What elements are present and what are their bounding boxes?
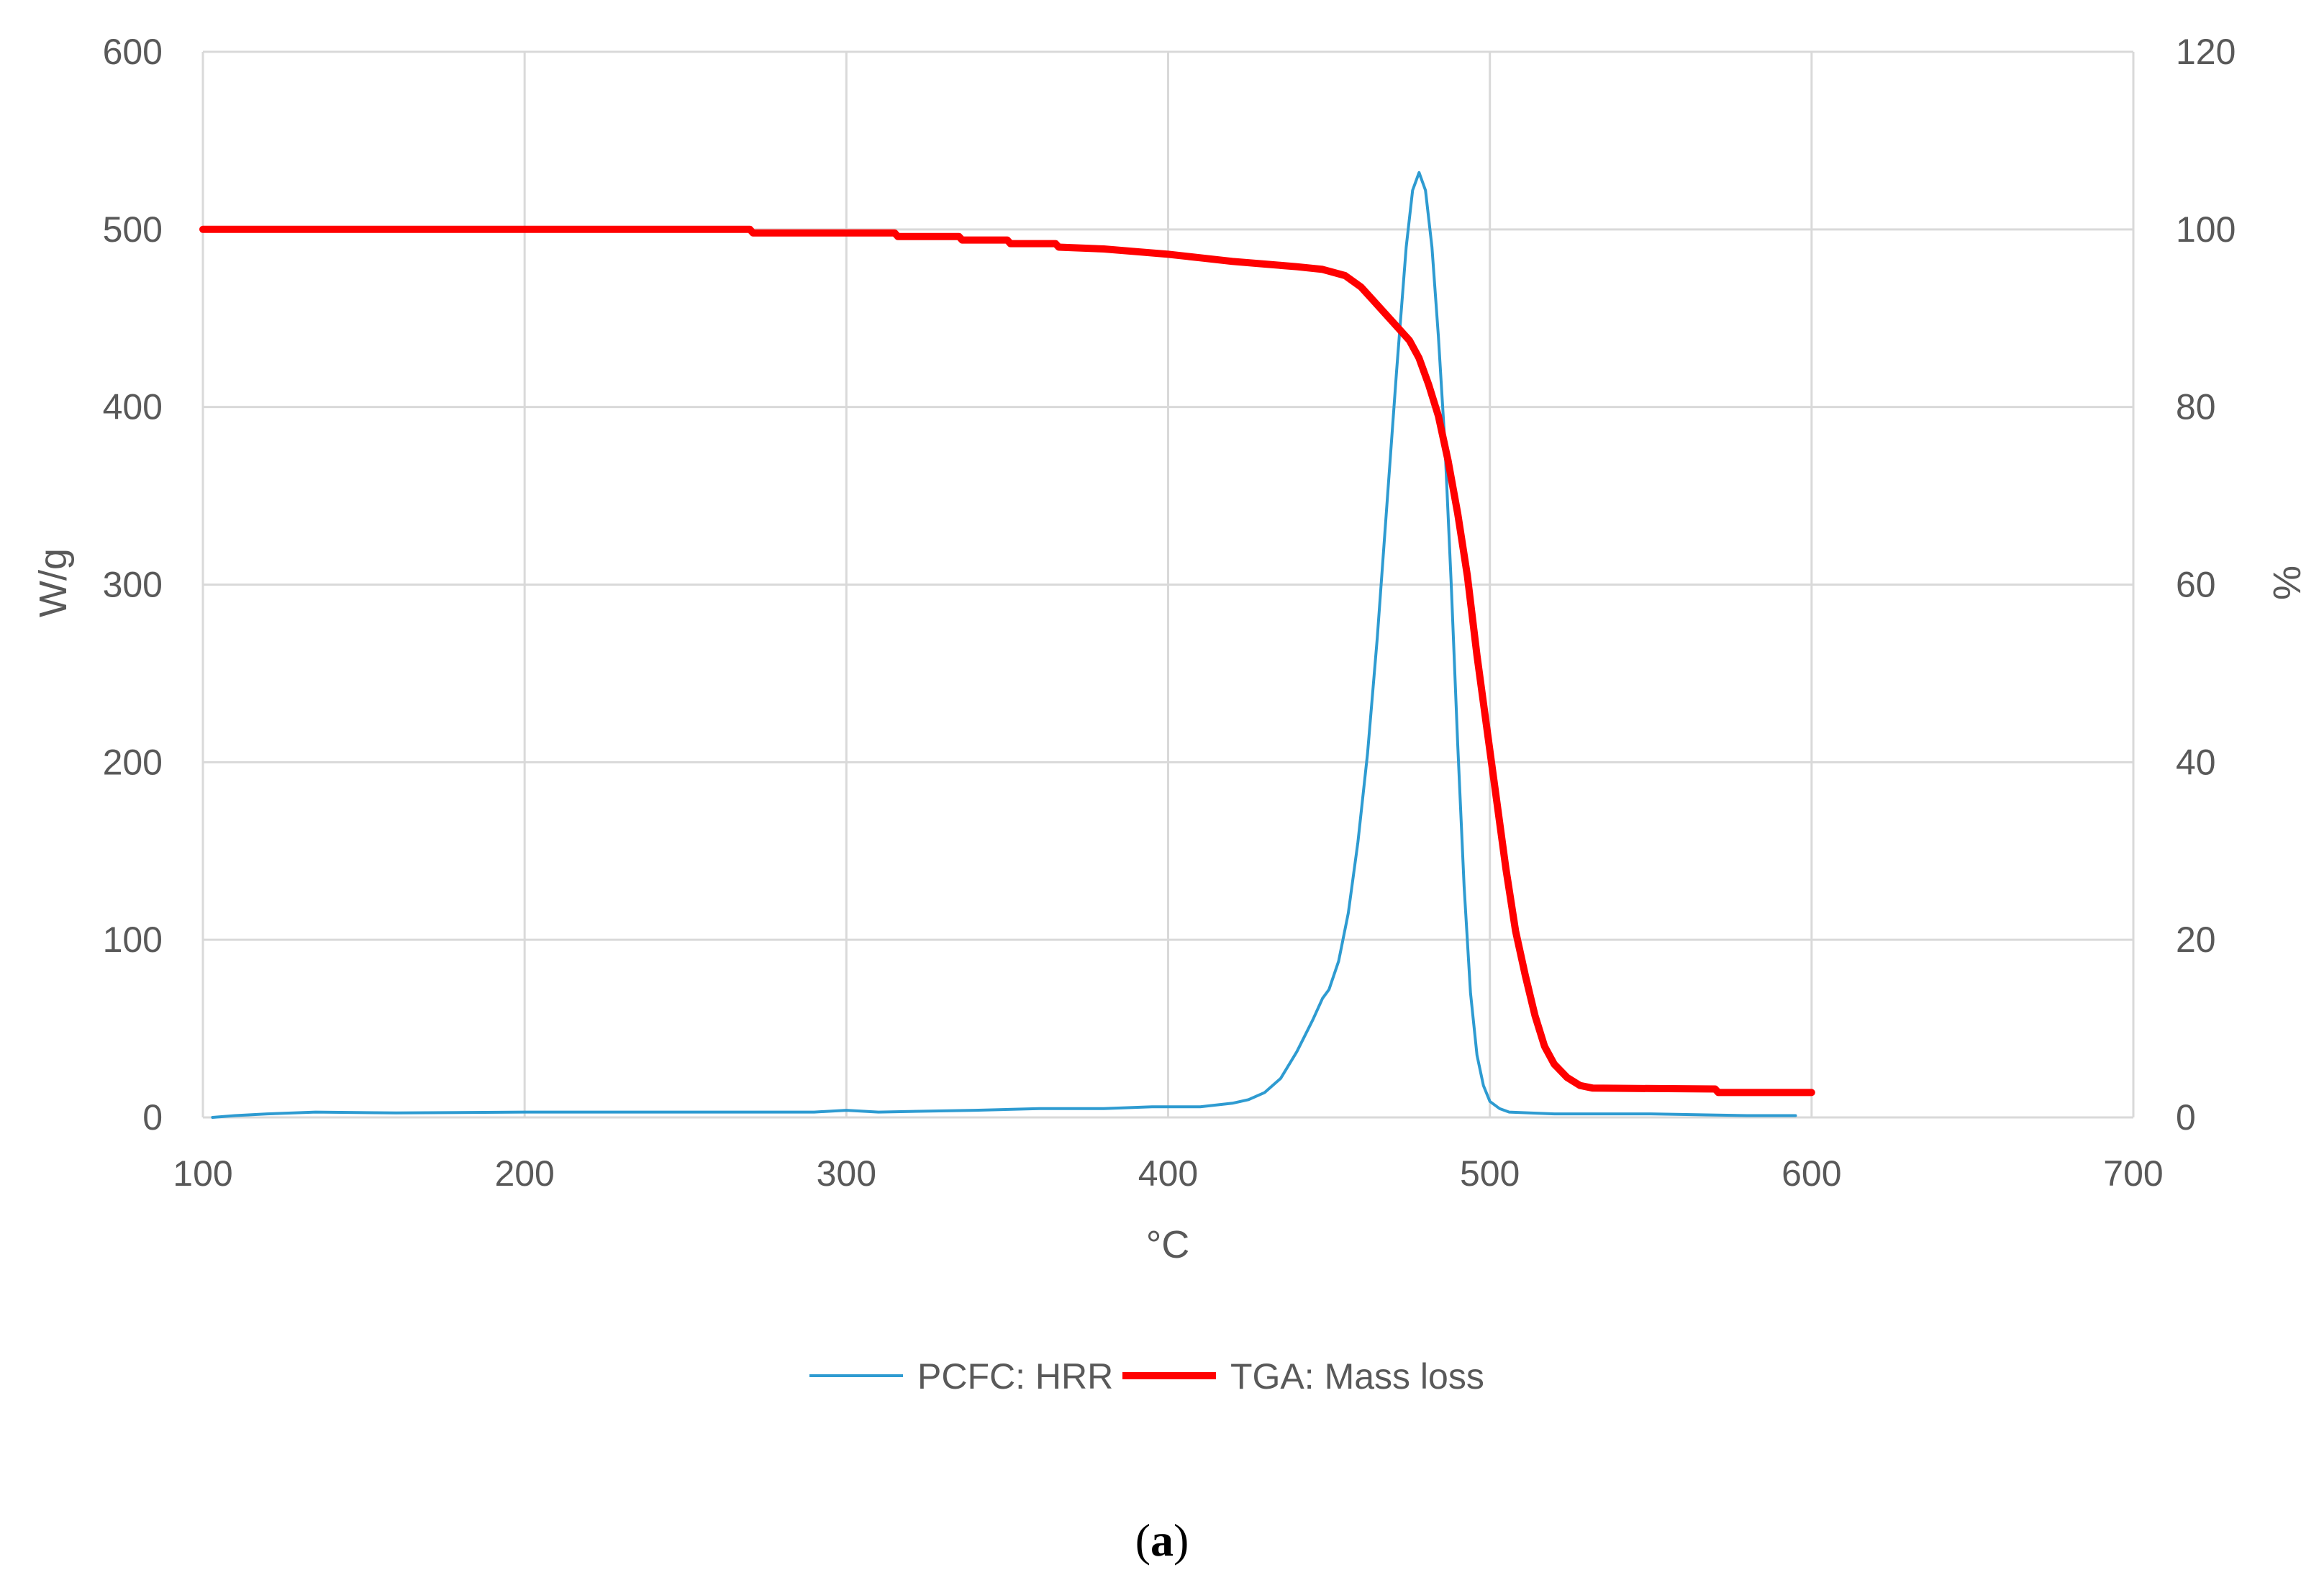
x-axis-ticks: 100 200 300 400 500 600 700 <box>173 1153 2163 1194</box>
y-left-tick-label: 300 <box>103 565 163 605</box>
x-tick-label: 200 <box>494 1153 554 1194</box>
y-left-tick-label: 500 <box>103 209 163 250</box>
y-left-axis-ticks: 0 100 200 300 400 500 600 <box>103 32 163 1138</box>
x-tick-label: 500 <box>1460 1153 1520 1194</box>
plot-series <box>199 171 1815 1119</box>
y-left-tick-label: 0 <box>142 1097 163 1138</box>
y-right-tick-label: 20 <box>2176 920 2216 960</box>
caption-letter: a <box>1150 1515 1174 1566</box>
gridlines <box>201 50 2135 1119</box>
x-tick-label: 700 <box>2103 1153 2163 1194</box>
x-tick-label: 600 <box>1781 1153 1841 1194</box>
x-tick-label: 400 <box>1138 1153 1198 1194</box>
y-right-axis-ticks: 0 20 40 60 80 100 120 <box>2176 32 2236 1138</box>
y-left-axis-title: W/g <box>32 548 75 617</box>
hrr-line <box>211 171 1797 1119</box>
mass-loss-line <box>199 225 1815 1097</box>
y-left-tick-label: 200 <box>103 742 163 782</box>
y-right-tick-label: 40 <box>2176 742 2216 782</box>
x-tick-label: 100 <box>173 1153 232 1194</box>
figure-caption: (a) <box>1135 1515 1189 1566</box>
y-right-axis-title: % <box>2265 566 2308 600</box>
y-left-tick-label: 400 <box>103 387 163 427</box>
caption-open-paren: ( <box>1135 1515 1150 1566</box>
legend-label-hrr: PCFC: HRR <box>917 1356 1113 1397</box>
caption-close-paren: ) <box>1174 1515 1189 1566</box>
y-right-tick-label: 120 <box>2176 32 2236 72</box>
y-right-tick-label: 0 <box>2176 1097 2196 1138</box>
x-tick-label: 300 <box>817 1153 876 1194</box>
y-left-tick-label: 100 <box>103 920 163 960</box>
legend: PCFC: HRR TGA: Mass loss <box>809 1356 1484 1397</box>
x-axis-title: °C <box>1146 1223 1190 1266</box>
y-right-tick-label: 100 <box>2176 209 2236 250</box>
legend-label-tga: TGA: Mass loss <box>1230 1356 1484 1397</box>
y-right-tick-label: 60 <box>2176 565 2216 605</box>
y-right-tick-label: 80 <box>2176 387 2216 427</box>
y-left-tick-label: 600 <box>103 32 163 72</box>
